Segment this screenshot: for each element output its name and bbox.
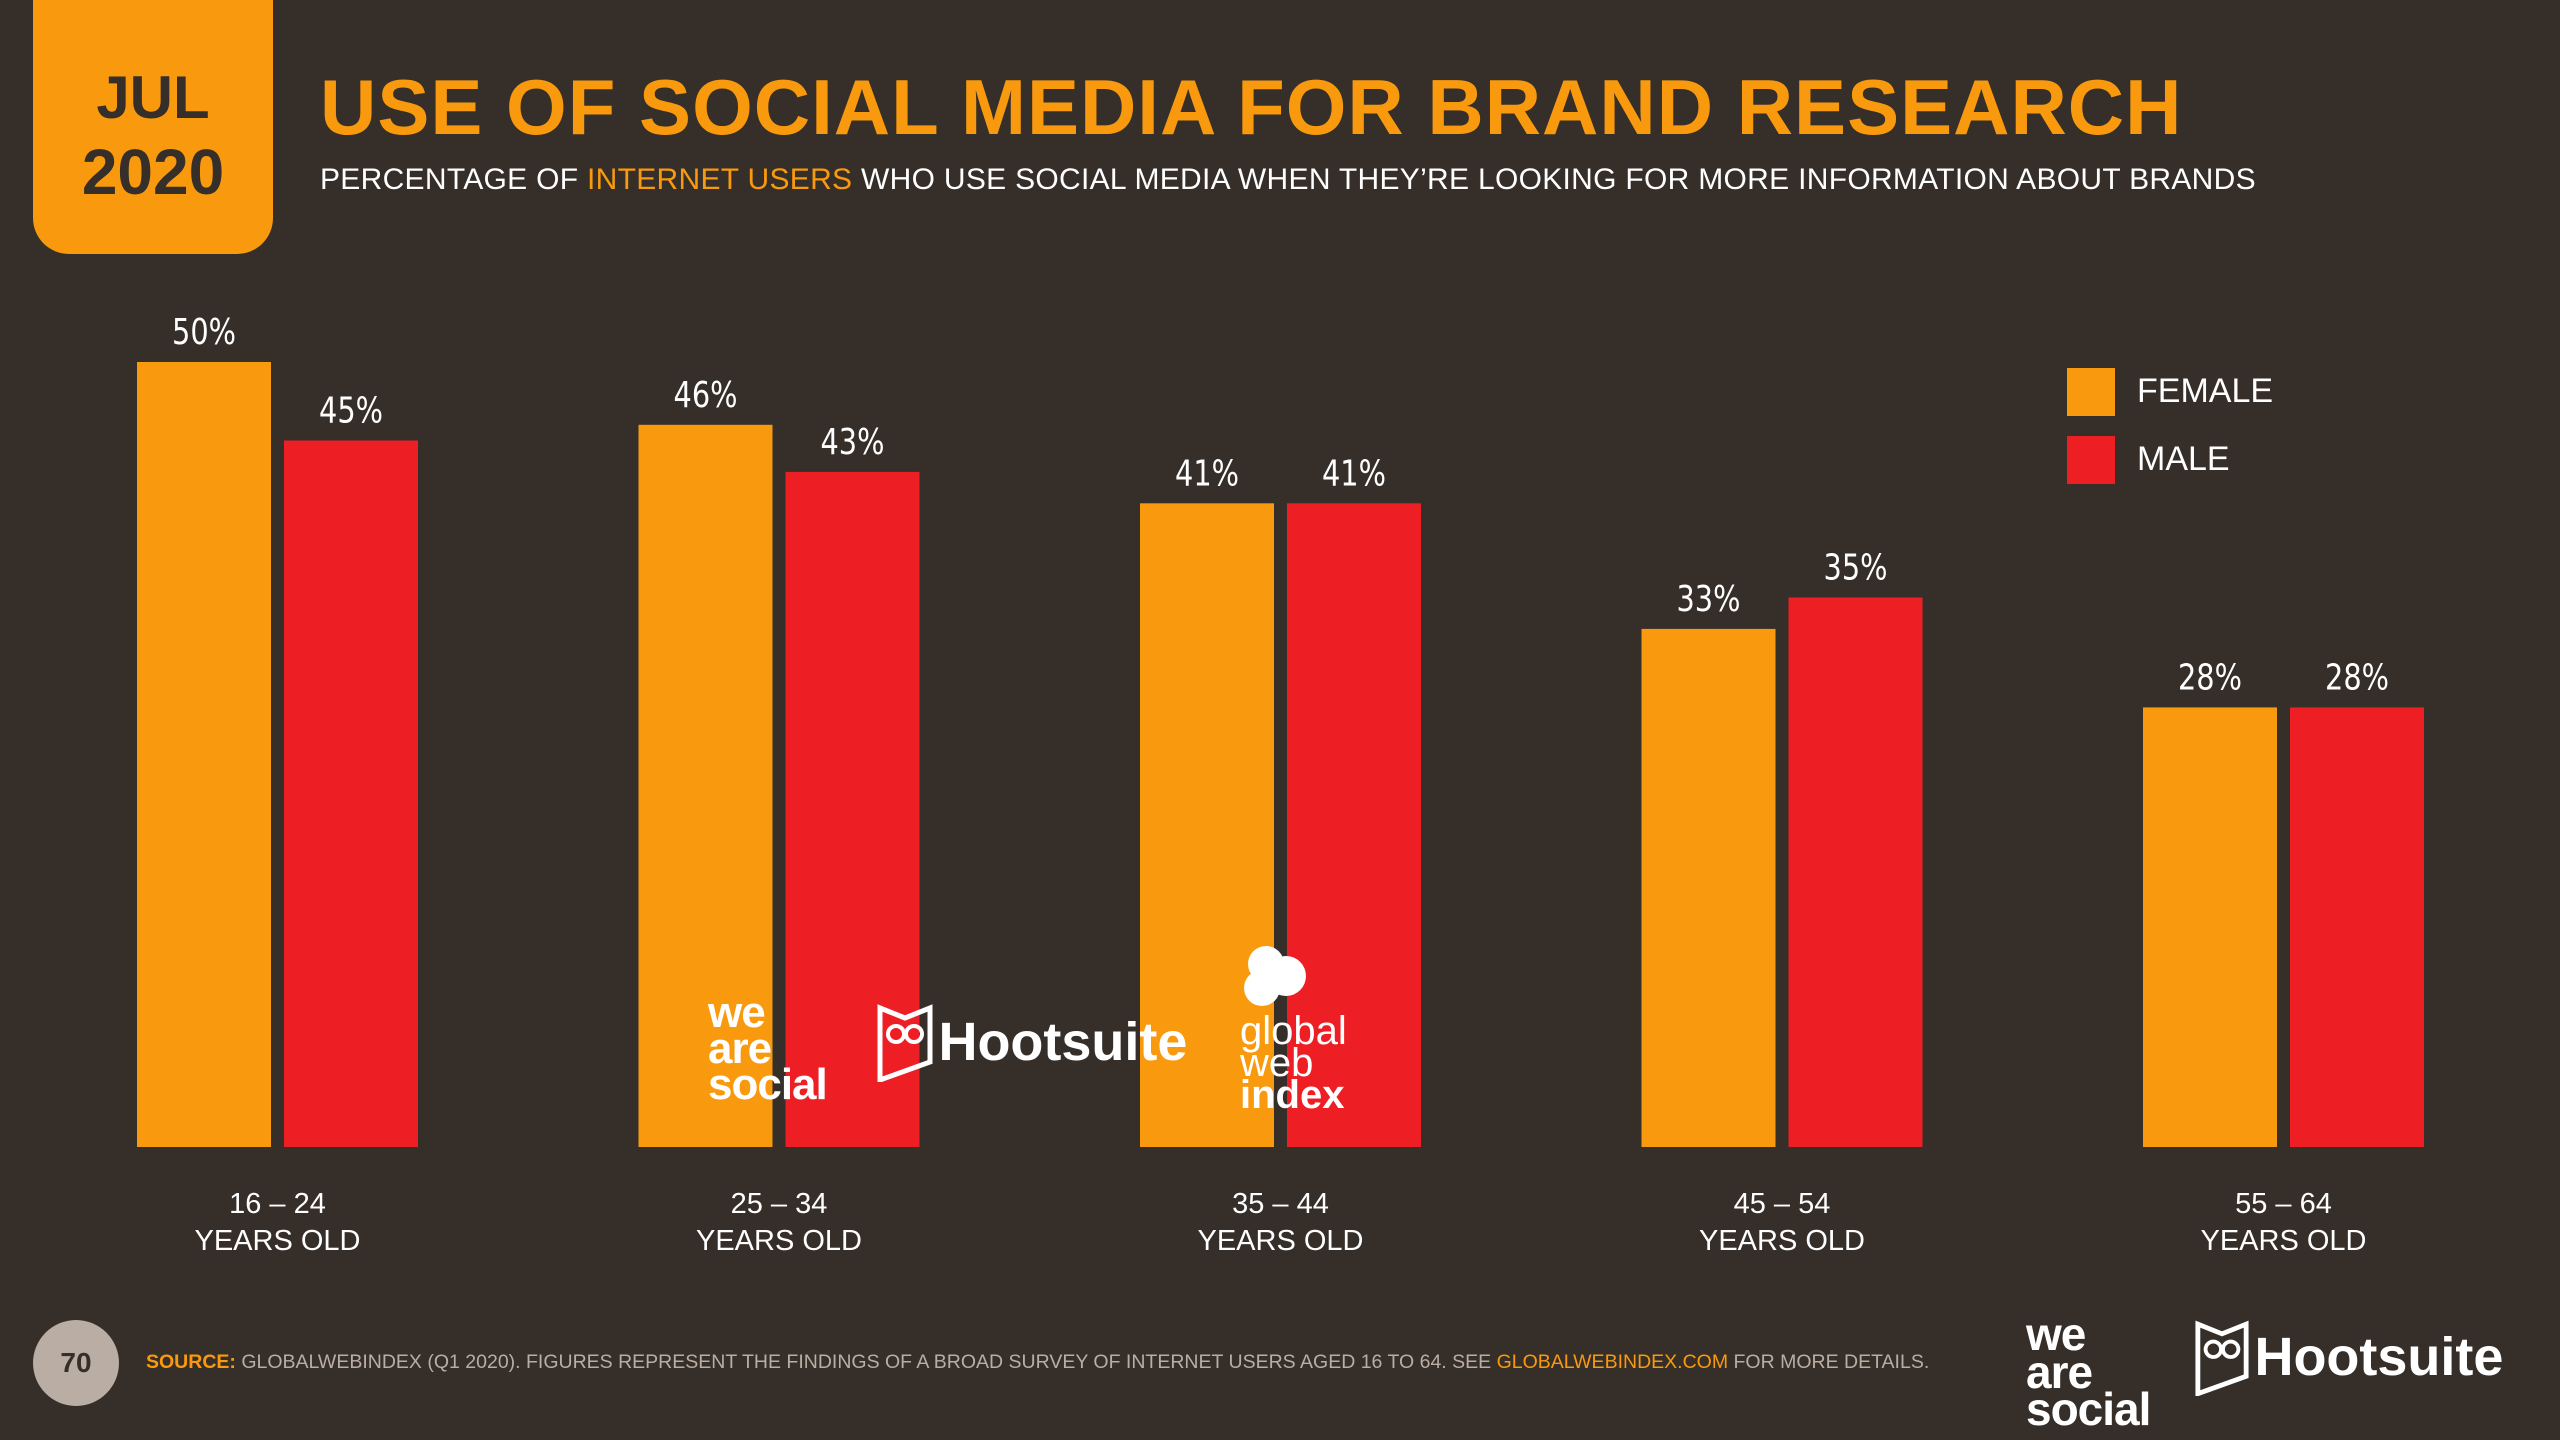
data-label-male-3: 35% [1824, 546, 1888, 588]
bar-female-0 [137, 362, 271, 1147]
category-label-4-line1: 55 – 64 [2235, 1188, 2332, 1220]
source-text: GLOBALWEBINDEX (Q1 2020). FIGURES REPRES… [235, 1351, 1497, 1373]
legend-female-swatch [2067, 368, 2115, 416]
hootsuite-logo: Hootsuite [2194, 1318, 2504, 1398]
data-label-male-2: 41% [1322, 452, 1386, 494]
globalwebindex-watermark-logo: global web index [1240, 942, 1347, 1117]
data-label-female-0: 50% [172, 311, 236, 353]
subtitle-end: WHO USE SOCIAL MEDIA WHEN THEY’RE LOOKIN… [852, 163, 2256, 196]
category-label-2-line2: YEARS OLD [1198, 1225, 1364, 1257]
page-number: 70 [33, 1320, 119, 1406]
we-are-social-watermark-logo: we are social [708, 988, 828, 1110]
bar-female-4 [2143, 707, 2277, 1147]
data-label-male-4: 28% [2325, 656, 2389, 698]
category-label-3-line1: 45 – 54 [1734, 1188, 1831, 1220]
bar-chart: 50% 45% 16 – 24 YEARS OLD 46% 43% 25 – 34 YEARS… [137, 311, 2424, 1257]
bar-female-2 [1140, 503, 1274, 1147]
cloud-icon [1244, 946, 1306, 1006]
owl-icon [877, 1004, 933, 1084]
data-label-male-0: 45% [319, 389, 383, 431]
category-label-0-line2: YEARS OLD [195, 1225, 361, 1257]
data-label-female-1: 46% [674, 374, 738, 416]
category-label-4-line2: YEARS OLD [2201, 1225, 2367, 1257]
data-label-female-3: 33% [1677, 578, 1741, 620]
bar-male-4 [2290, 707, 2424, 1147]
bar-male-1 [785, 471, 920, 1147]
badge-month: JUL [96, 64, 210, 131]
footer-logo-word-we: we [2026, 1308, 2086, 1360]
footer-logo-word-social: social [2026, 1383, 2151, 1436]
logo-word-social: social [708, 1060, 828, 1110]
bar-male-2 [1287, 503, 1421, 1147]
bar-female-3 [1641, 628, 1776, 1147]
gwi-word-index: index [1240, 1073, 1345, 1117]
footer-logo-word-are: are [2026, 1345, 2093, 1398]
category-label-0-line1: 16 – 24 [229, 1188, 326, 1220]
gwi-word-global: global [1240, 1009, 1347, 1053]
data-label-male-1: 43% [821, 421, 885, 463]
bar-male-3 [1788, 597, 1923, 1147]
legend-male-label: MALE [2137, 440, 2230, 478]
source-link[interactable]: GLOBALWEBINDEX.COM [1496, 1351, 1729, 1373]
owl-logo-icon [2195, 1320, 2249, 1398]
data-label-female-4: 28% [2178, 656, 2242, 698]
category-label-3-line2: YEARS OLD [1699, 1225, 1865, 1257]
badge-year: 2020 [81, 136, 225, 208]
footer-hootsuite-wordmark: Hootsuite [2254, 1327, 2504, 1387]
gwi-word-web: web [1240, 1041, 1314, 1085]
hootsuite-watermark-logo: Hootsuite [876, 1002, 1188, 1084]
source-end: FOR MORE DETAILS. [1728, 1351, 1930, 1373]
category-label-2-line1: 35 – 44 [1232, 1188, 1329, 1220]
date-badge: JUL 2020 [33, 0, 273, 254]
source-note: SOURCE: GLOBALWEBINDEX (Q1 2020). FIGURE… [146, 1351, 1929, 1374]
logo-word-are: are [708, 1024, 772, 1074]
subtitle-highlight: INTERNET USERS [587, 163, 853, 196]
data-label-female-2: 41% [1175, 452, 1239, 494]
logo-word-we: we [708, 988, 766, 1037]
category-label-1-line2: YEARS OLD [696, 1225, 862, 1257]
bar-female-1 [638, 424, 773, 1147]
we-are-social-logo: we are social [2026, 1308, 2151, 1436]
legend-female-label: FEMALE [2137, 372, 2274, 410]
legend-male-swatch [2067, 436, 2115, 484]
page-subtitle: PERCENTAGE OF INTERNET USERS WHO USE SOC… [320, 163, 2256, 197]
subtitle-start: PERCENTAGE OF [320, 163, 588, 196]
source-label: SOURCE: [146, 1351, 236, 1373]
category-label-1-line1: 25 – 34 [731, 1188, 828, 1220]
page-title: USE OF SOCIAL MEDIA FOR BRAND RESEARCH [320, 63, 2183, 151]
bar-male-0 [284, 440, 418, 1147]
hootsuite-wordmark: Hootsuite [938, 1012, 1188, 1072]
